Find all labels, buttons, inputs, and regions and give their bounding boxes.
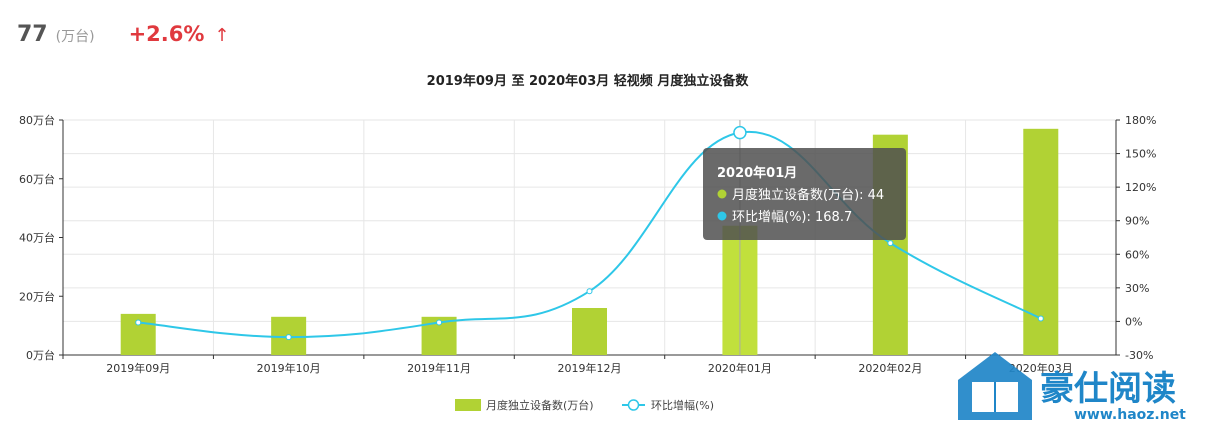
tooltip-line-dot [717, 211, 727, 221]
tooltip-row-bar: 月度独立设备数(万台): 44 [732, 187, 884, 203]
watermark-url: www.haoz.net [1074, 407, 1186, 423]
y-right-tick-label: 180% [1125, 114, 1156, 127]
y-left-tick-label: 20万台 [19, 289, 55, 303]
y-left-tick-label: 40万台 [19, 231, 55, 245]
x-tick-label: 2019年12月 [558, 361, 622, 375]
kpi-summary: 77 (万台) +2.6% ↑ [17, 22, 230, 47]
line-point [586, 288, 593, 295]
x-tick-label: 2019年10月 [257, 361, 321, 375]
kpi-value: 77 [17, 22, 48, 47]
y-right-tick-label: 30% [1125, 282, 1149, 295]
x-tick-label: 2019年09月 [106, 361, 170, 375]
y-right-tick-label: 120% [1125, 181, 1156, 194]
line-point [135, 319, 142, 326]
tooltip-row-line: 环比增幅(%): 168.7 [732, 210, 852, 225]
bar [572, 308, 607, 355]
x-tick-label: 2020年03月 [1009, 361, 1073, 375]
y-right-tick-label: 90% [1125, 215, 1149, 228]
kpi-unit: (万台) [55, 29, 95, 45]
x-tick-label: 2020年01月 [708, 361, 772, 375]
chart-title: 2019年09月 至 2020年03月 轻视频 月度独立设备数 [426, 74, 749, 89]
legend-line-label: 环比增幅(%) [651, 398, 714, 412]
legend-bar-label: 月度独立设备数(万台) [486, 398, 594, 412]
up-arrow-icon: ↑ [214, 25, 230, 46]
y-right-tick-label: 60% [1125, 248, 1149, 261]
tooltip-box [703, 148, 906, 240]
y-right-tick-label: 150% [1125, 148, 1156, 161]
line-point [1037, 315, 1044, 322]
kpi-change: +2.6% [128, 22, 205, 46]
legend-bar-swatch [455, 399, 481, 411]
x-tick-label: 2019年11月 [407, 361, 471, 375]
y-left-tick-label: 0万台 [26, 348, 55, 362]
x-tick-label: 2020年02月 [858, 361, 922, 375]
y-left-tick-label: 80万台 [19, 113, 55, 127]
tooltip-title: 2020年01月 [717, 165, 797, 181]
line-point [733, 125, 747, 140]
line-point [887, 240, 894, 247]
watermark-text: 豪仕阅读 [1040, 369, 1176, 409]
legend-line-marker [627, 399, 640, 411]
tooltip-bar-dot [717, 189, 727, 199]
line-point [436, 319, 443, 326]
y-right-tick-label: -30% [1125, 349, 1153, 362]
line-point [285, 334, 292, 341]
y-left-tick-label: 60万台 [19, 172, 55, 186]
y-right-tick-label: 0% [1125, 315, 1142, 328]
